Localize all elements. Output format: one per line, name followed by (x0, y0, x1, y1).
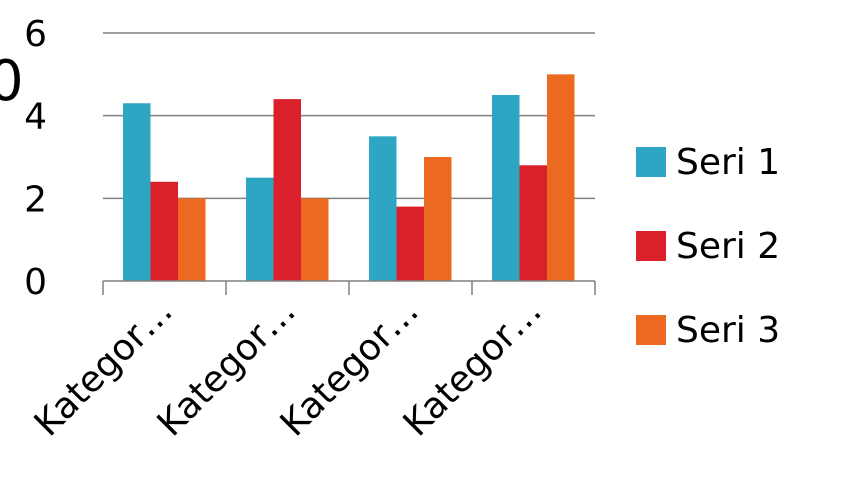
bar-series-1-cat-1 (123, 103, 151, 282)
legend-label-series-3: Seri 3 (676, 310, 780, 351)
legend-label-series-2: Seri 2 (676, 226, 780, 267)
legend-swatch-series-3 (636, 315, 666, 345)
bar-series-2-cat-1 (150, 181, 178, 281)
y-tick-label-0: 0 (24, 262, 47, 303)
y-tick-label-2: 4 (24, 97, 47, 138)
y-tick-label-3: 6 (24, 14, 47, 55)
legend-label-series-1: Seri 1 (676, 142, 780, 183)
legend-swatch-series-2 (636, 231, 666, 261)
bars (123, 74, 575, 282)
bar-series-1-cat-2 (246, 177, 274, 281)
legend-swatch-series-1 (636, 147, 666, 177)
y-tick-label-1: 2 (24, 179, 47, 220)
x-axis (102, 280, 596, 295)
bar-series-3-cat-1 (178, 198, 206, 281)
bar-series-3-cat-4 (547, 74, 575, 281)
stray-label: 0 (0, 49, 24, 114)
bar-series-3-cat-2 (301, 198, 329, 281)
bar-series-2-cat-2 (273, 99, 301, 281)
bar-series-1-cat-3 (369, 136, 397, 281)
bar-series-1-cat-4 (492, 95, 520, 281)
bar-series-2-cat-4 (519, 165, 547, 281)
y-tick-labels: 0 2 4 6 (24, 14, 47, 303)
legend: Seri 1 Seri 2 Seri 3 (636, 142, 780, 351)
bar-series-2-cat-3 (396, 206, 424, 281)
bar-series-3-cat-3 (424, 157, 452, 281)
x-tick-labels: Kategor…Kategor…Kategor…Kategor… (27, 290, 550, 444)
